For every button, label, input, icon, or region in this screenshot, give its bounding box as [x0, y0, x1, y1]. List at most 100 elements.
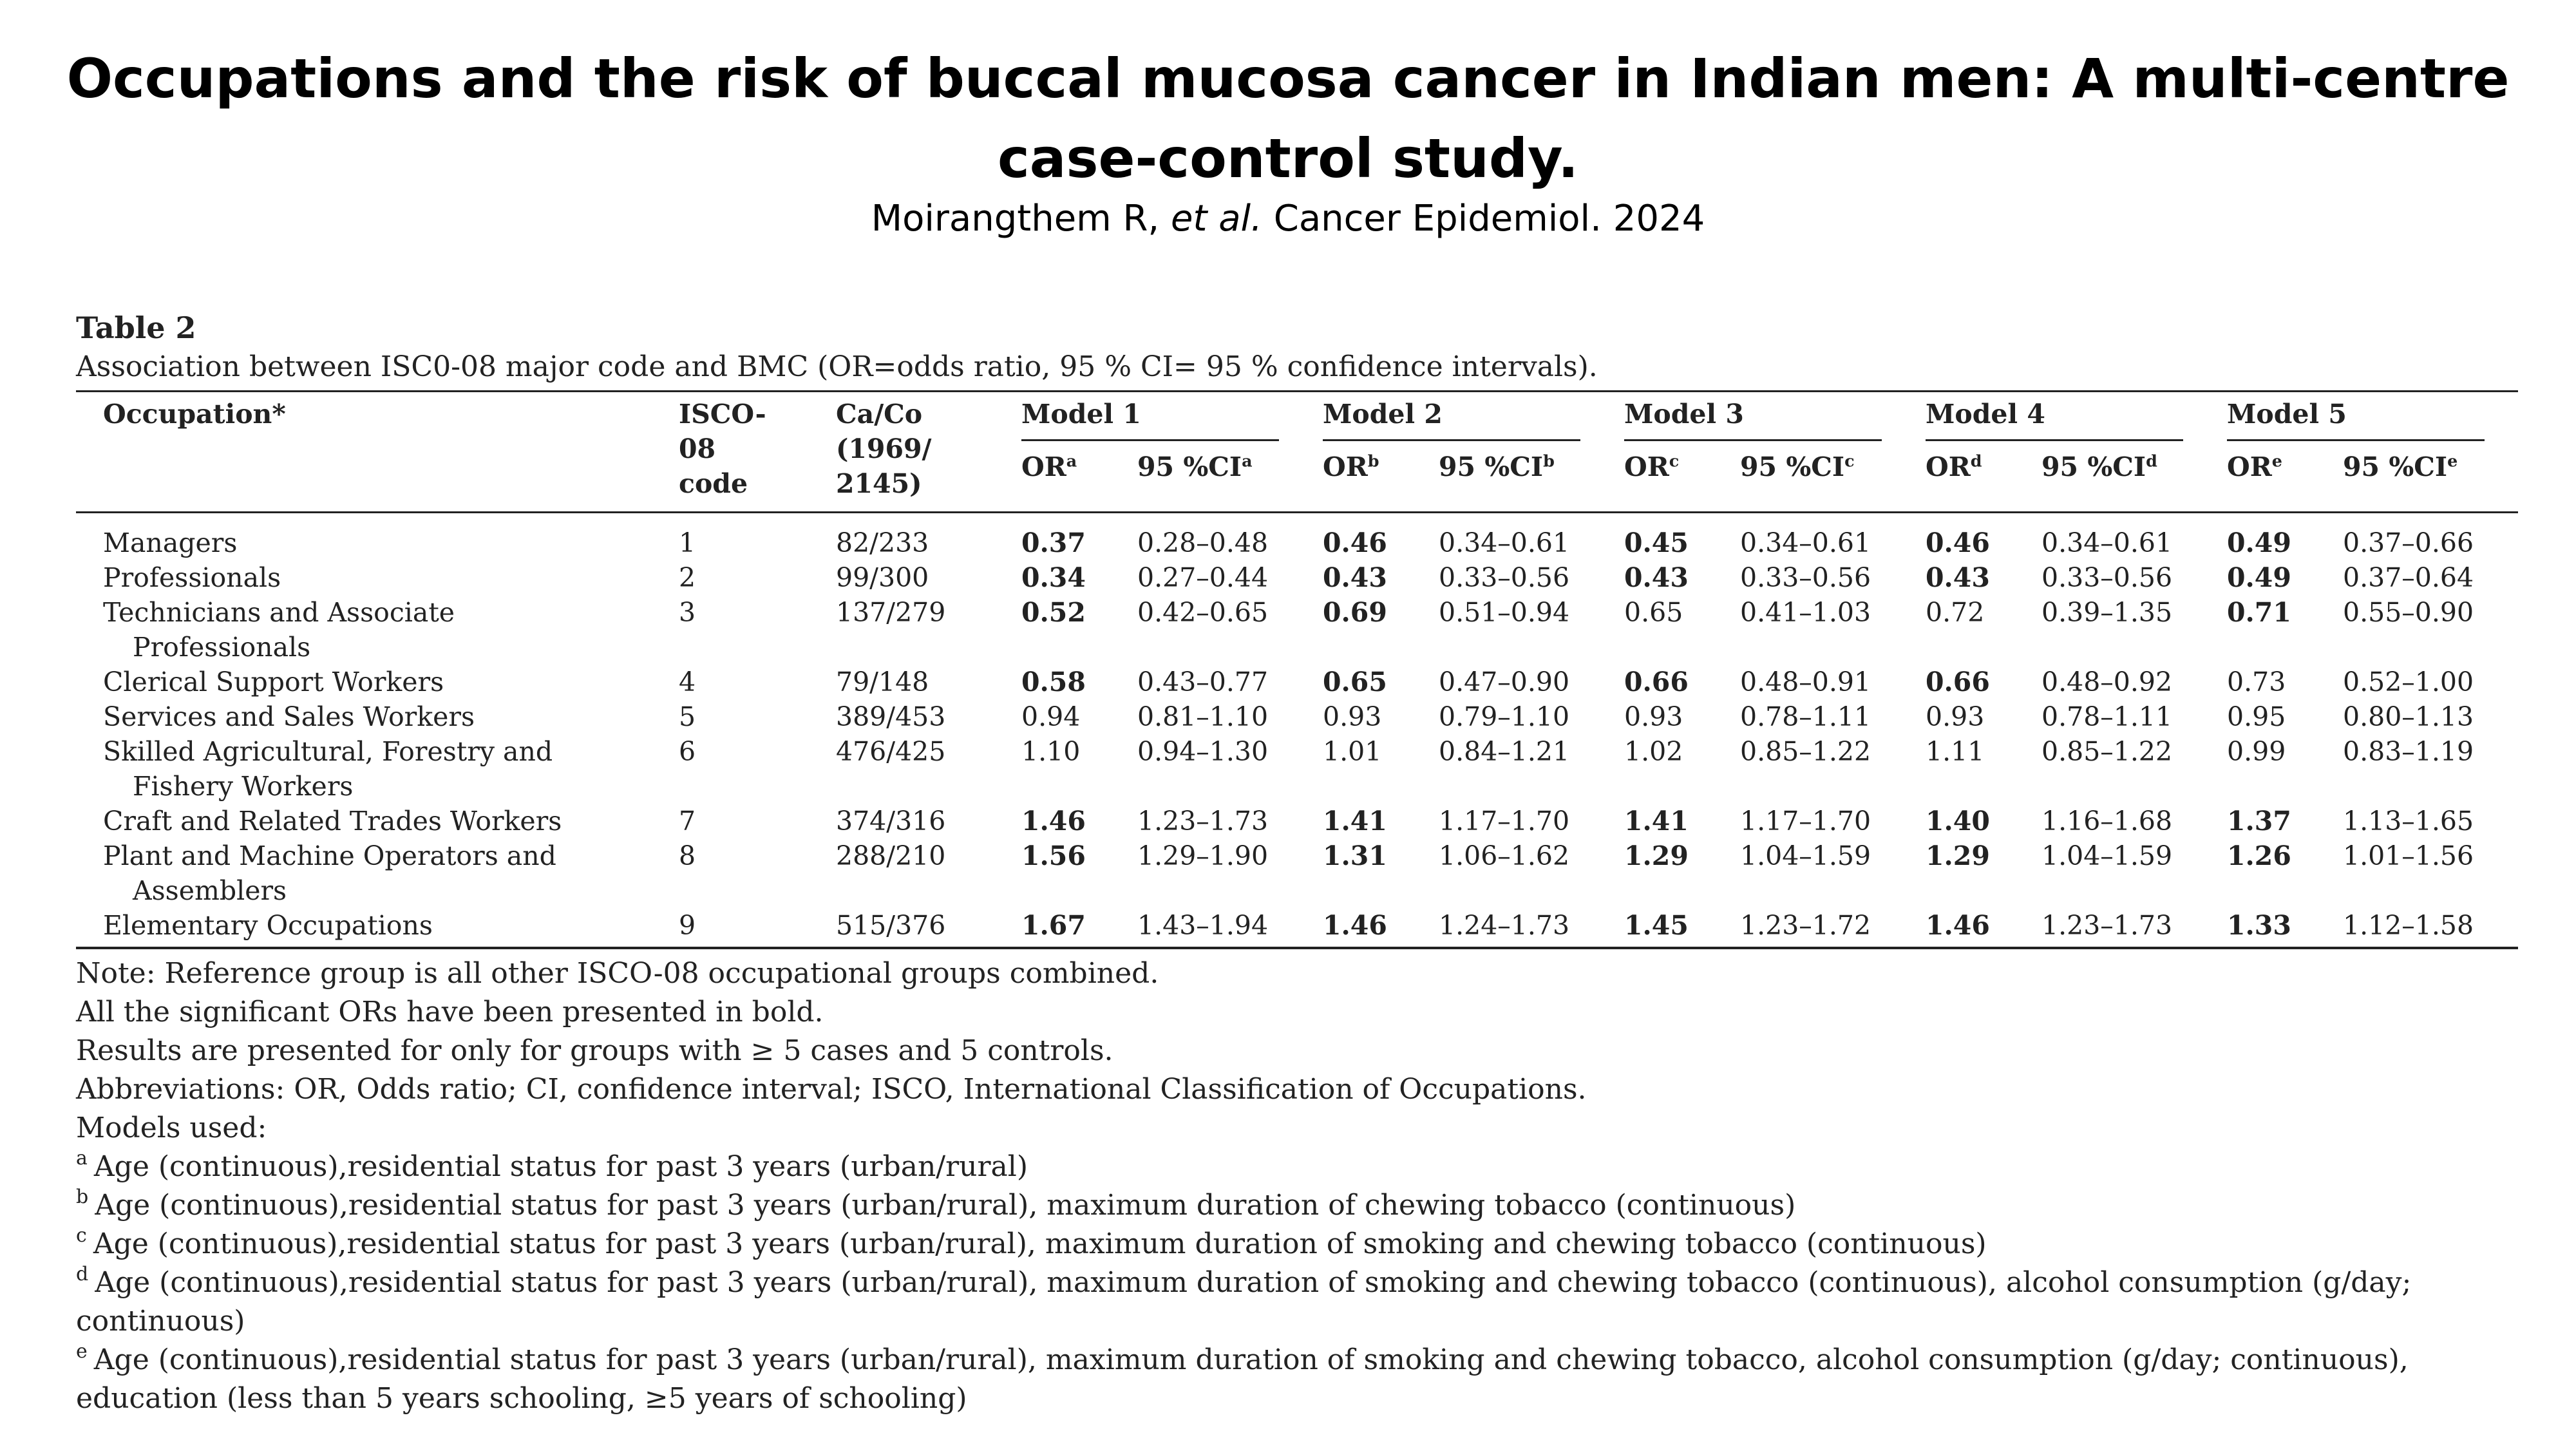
- row-ci: 1.04–1.59: [2041, 840, 2173, 871]
- model-group-rule: [1021, 439, 1279, 441]
- row-or: 0.46: [1926, 527, 1990, 558]
- note-line: Results are presented for only for group…: [76, 1034, 1113, 1067]
- table-rule: [76, 511, 2518, 513]
- footnote-mark: b: [76, 1186, 89, 1208]
- row-ca-co: 476/425: [836, 736, 946, 767]
- footnote-text: Age (continuous),residential status for …: [76, 1266, 2412, 1338]
- row-or: 1.46: [1021, 806, 1086, 837]
- row-ci: 0.85–1.22: [2041, 736, 2173, 767]
- row-occupation: Fishery Workers: [133, 771, 354, 802]
- header-ca-co: 2145): [836, 468, 922, 499]
- row-ci: 1.17–1.70: [1740, 806, 1871, 837]
- row-ci: 0.80–1.13: [2343, 701, 2474, 732]
- header-model-5: Model 5: [2227, 399, 2347, 430]
- row-ci: 0.28–0.48: [1137, 527, 1269, 558]
- row-or: 1.01: [1323, 736, 1382, 767]
- data-table: Occupation* ISCO- 08 code Ca/Co (1969/2145) Mo…: [76, 390, 2518, 949]
- row-occupation: Craft and Related Trades Workers: [103, 806, 562, 837]
- model-group-rule: [1624, 439, 1882, 441]
- row-or: 0.69: [1323, 597, 1387, 628]
- header-ci-1: 95 %CIa: [1137, 451, 1253, 482]
- row-ci: 0.85–1.22: [1740, 736, 1871, 767]
- citation-authors: Moirangthem R,: [871, 198, 1171, 240]
- row-isco-code: 8: [679, 840, 696, 871]
- header-isco-code: code: [679, 468, 748, 499]
- row-ci: 0.94–1.30: [1137, 736, 1269, 767]
- row-ci: 0.48–0.91: [1740, 667, 1871, 697]
- row-or: 1.31: [1323, 840, 1387, 871]
- table-label: Table 2: [76, 310, 196, 345]
- row-or: 1.45: [1624, 910, 1689, 941]
- row-occupation: Managers: [103, 527, 238, 558]
- row-or: 0.73: [2227, 667, 2286, 697]
- model-footnote-e: e Age (continuous),residential status for…: [76, 1341, 2518, 1418]
- row-ci: 0.34–0.61: [2041, 527, 2173, 558]
- row-ci: 1.24–1.73: [1439, 910, 1570, 941]
- header-model-3: Model 3: [1624, 399, 1744, 430]
- row-ci: 0.48–0.92: [2041, 667, 2173, 697]
- row-ci: 0.33–0.56: [2041, 562, 2173, 593]
- row-ci: 0.79–1.10: [1439, 701, 1570, 732]
- header-model-4: Model 4: [1926, 399, 2045, 430]
- row-ca-co: 389/453: [836, 701, 946, 732]
- row-or: 0.71: [2227, 597, 2291, 628]
- footnote-text: Age (continuous),residential status for …: [76, 1343, 2409, 1415]
- model-group-rule: [1323, 439, 1580, 441]
- row-ci: 0.78–1.11: [1740, 701, 1871, 732]
- row-occupation: Skilled Agricultural, Forestry and: [103, 736, 553, 767]
- header-model-1: Model 1: [1021, 399, 1141, 430]
- model-footnote-a: a Age (continuous),residential status for…: [76, 1148, 2518, 1186]
- row-or: 0.66: [1926, 667, 1990, 697]
- row-or: 0.52: [1021, 597, 1086, 628]
- footnote-text: Age (continuous),residential status for …: [93, 1150, 1028, 1183]
- row-or: 1.26: [2227, 840, 2291, 871]
- header-ci-3: 95 %CIc: [1740, 451, 1855, 482]
- row-ci: 0.83–1.19: [2343, 736, 2474, 767]
- note-line: All the significant ORs have been presen…: [76, 996, 824, 1028]
- row-isco-code: 7: [679, 806, 696, 837]
- table-rule: [76, 390, 2518, 392]
- model-footnote-d: d Age (continuous),residential status for…: [76, 1264, 2518, 1341]
- row-or: 0.49: [2227, 527, 2291, 558]
- row-ci: 1.04–1.59: [1740, 840, 1871, 871]
- row-or: 0.65: [1323, 667, 1387, 697]
- row-ci: 0.42–0.65: [1137, 597, 1269, 628]
- row-or: 0.93: [1323, 701, 1382, 732]
- row-or: 1.40: [1926, 806, 1990, 837]
- row-occupation: Elementary Occupations: [103, 910, 433, 941]
- row-ca-co: 288/210: [836, 840, 946, 871]
- model-group-rule: [1926, 439, 2183, 441]
- row-ci: 1.12–1.58: [2343, 910, 2474, 941]
- table-notes: Note: Reference group is all other ISCO-…: [76, 954, 2518, 1418]
- row-ci: 0.37–0.66: [2343, 527, 2474, 558]
- row-or: 0.95: [2227, 701, 2286, 732]
- row-ci: 0.34–0.61: [1740, 527, 1871, 558]
- model-group-rule: [2227, 439, 2485, 441]
- model-footnote-c: c Age (continuous),residential status for…: [76, 1225, 2518, 1264]
- note-line: Note: Reference group is all other ISCO-…: [76, 957, 1159, 990]
- header-ci-2: 95 %CIb: [1439, 451, 1555, 482]
- row-or: 1.33: [2227, 910, 2291, 941]
- row-or: 0.65: [1624, 597, 1683, 628]
- row-or: 0.37: [1021, 527, 1086, 558]
- row-isco-code: 2: [679, 562, 696, 593]
- row-ci: 1.06–1.62: [1439, 840, 1570, 871]
- citation-journal: Cancer Epidemiol. 2024: [1262, 198, 1705, 240]
- row-occupation: Clerical Support Workers: [103, 667, 444, 697]
- row-occupation: Professionals: [103, 562, 281, 593]
- row-occupation: Technicians and Associate: [103, 597, 455, 628]
- row-occupation: Professionals: [133, 632, 311, 663]
- row-isco-code: 3: [679, 597, 696, 628]
- row-ci: 1.23–1.73: [1137, 806, 1269, 837]
- row-or: 1.41: [1624, 806, 1689, 837]
- header-occupation: Occupation*: [103, 399, 286, 430]
- header-isco-code: ISCO-: [679, 399, 766, 430]
- header-model-2: Model 2: [1323, 399, 1443, 430]
- row-or: 0.43: [1926, 562, 1990, 593]
- row-or: 1.67: [1021, 910, 1086, 941]
- row-ci: 0.33–0.56: [1740, 562, 1871, 593]
- row-or: 0.66: [1624, 667, 1689, 697]
- row-or: 0.94: [1021, 701, 1081, 732]
- footnote-text: Age (continuous),residential status for …: [93, 1227, 1987, 1260]
- row-ci: 1.29–1.90: [1137, 840, 1269, 871]
